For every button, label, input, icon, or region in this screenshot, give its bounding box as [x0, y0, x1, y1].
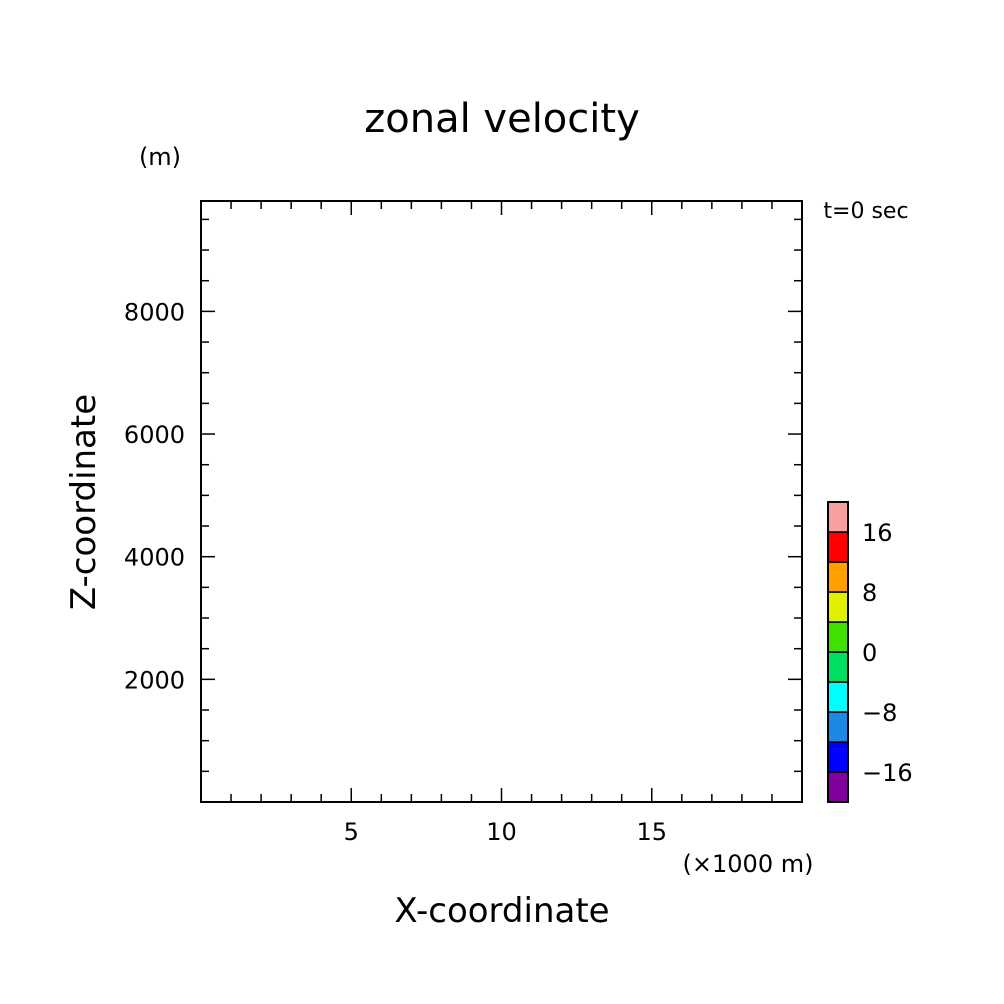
y-axis-label: Z-coordinate	[64, 394, 104, 610]
colorbar-tick-label: 8	[862, 579, 877, 607]
colorbar-swatch	[827, 651, 849, 683]
colorbar-tick-label: −8	[862, 699, 897, 727]
x-tick-label: 5	[344, 818, 359, 846]
plot-area	[200, 200, 803, 803]
colorbar-tick-label: −16	[862, 759, 913, 787]
x-tick-label: 10	[486, 818, 517, 846]
colorbar-swatch	[827, 771, 849, 803]
y-tick-label: 6000	[124, 421, 185, 449]
chart-title: zonal velocity	[364, 96, 640, 142]
x-axis-unit: (×1000 m)	[683, 850, 814, 878]
colorbar-swatch	[827, 741, 849, 773]
colorbar-tick-label: 16	[862, 519, 893, 547]
colorbar-frame	[827, 501, 849, 803]
colorbar-swatch	[827, 501, 849, 533]
colorbar-swatch	[827, 561, 849, 593]
y-axis-ticks: 2000 4000 6000 8000	[124, 218, 802, 773]
y-axis-unit: (m)	[139, 143, 181, 171]
colorbar-tick-label: 0	[862, 639, 877, 667]
time-label: t=0 sec	[823, 199, 908, 224]
colorbar-swatch	[827, 531, 849, 563]
colorbar-swatch	[827, 681, 849, 713]
y-tick-label: 4000	[124, 544, 185, 572]
x-axis-ticks: 5 10 15	[230, 201, 773, 846]
colorbar-swatch	[827, 621, 849, 653]
colorbar: −16 −8 0 8 16	[827, 501, 913, 803]
x-tick-label: 15	[636, 818, 667, 846]
y-tick-label: 2000	[124, 666, 185, 694]
colorbar-swatch	[827, 711, 849, 743]
colorbar-swatch	[827, 591, 849, 623]
x-axis-label: X-coordinate	[394, 891, 609, 931]
y-tick-label: 8000	[124, 298, 185, 326]
